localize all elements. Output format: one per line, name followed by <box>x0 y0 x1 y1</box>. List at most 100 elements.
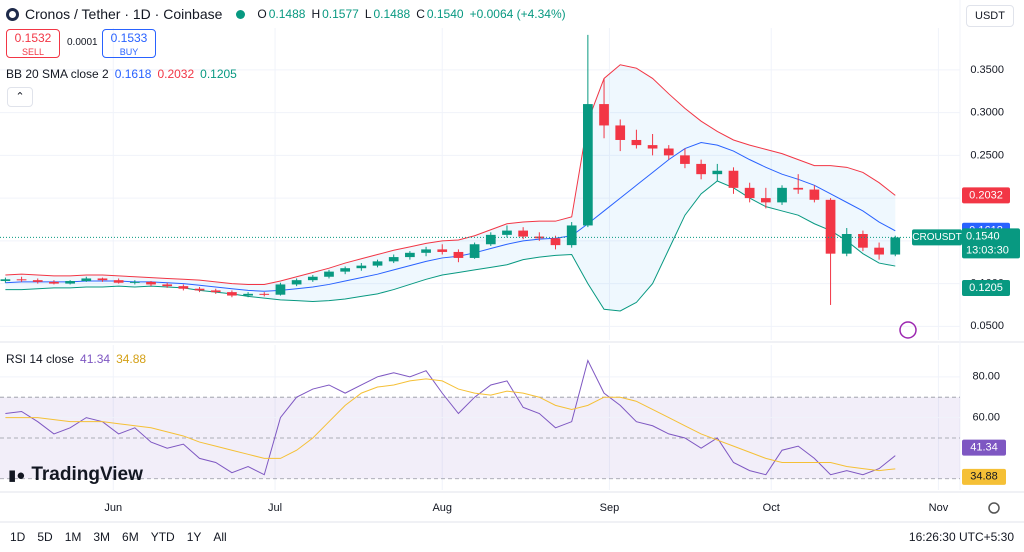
candle-body <box>113 280 124 283</box>
range-button[interactable]: 1D <box>10 530 26 544</box>
y-tick-label: 0.3500 <box>970 64 1004 76</box>
candle-body <box>680 155 690 164</box>
y-tick-label: 0.0500 <box>970 320 1004 332</box>
candle-body <box>194 288 205 291</box>
ohlc-value: 0.1488 <box>268 7 306 21</box>
candle-body <box>437 249 448 252</box>
candle-body <box>502 230 512 235</box>
brand-logo: ▮● <box>8 467 26 484</box>
candle-body <box>65 281 75 284</box>
y-tick-label: 60.00 <box>972 412 1000 424</box>
rsi-value: 41.34 <box>80 352 111 366</box>
clock: 16:26:30 UTC+5:30 <box>908 530 1014 544</box>
candle-body <box>793 187 804 190</box>
settings-icon <box>988 502 1000 514</box>
buy-price: 0.1533 <box>110 31 148 45</box>
candle-body <box>534 236 545 239</box>
symbol-tag: CROUSDT <box>912 232 961 243</box>
alert-icon <box>899 321 917 339</box>
candle-body <box>744 187 755 199</box>
candle-body <box>16 279 27 281</box>
candle-body <box>663 148 674 156</box>
candle-body <box>469 244 480 258</box>
range-button[interactable]: All <box>213 530 227 544</box>
candle-body <box>599 104 609 126</box>
candle-body <box>356 265 367 269</box>
bb-upper-tag-bg <box>962 187 1010 204</box>
rsi-tag: 41.34 <box>970 442 998 454</box>
rsi-ma-value: 34.88 <box>116 352 147 366</box>
candle-body <box>858 234 868 248</box>
bb-band <box>5 64 896 311</box>
candle-body <box>340 268 351 272</box>
bb-lower-value: 0.1205 <box>200 67 237 81</box>
candle-body <box>307 276 318 281</box>
rsi-label: RSI 14 close <box>6 352 75 366</box>
spread: 0.0001 <box>67 37 98 48</box>
range-button[interactable]: 5D <box>37 530 53 544</box>
collapse-button[interactable]: ⌃ <box>7 87 33 107</box>
x-tick-label: Sep <box>600 502 620 514</box>
currency-button[interactable]: USDT <box>966 5 1014 27</box>
x-tick-label: Jul <box>268 502 282 514</box>
ohlc-value: 0.1488 <box>373 7 411 21</box>
candle-body <box>275 284 286 295</box>
candle-body <box>518 230 528 237</box>
buy-label: BUY <box>119 47 139 57</box>
brand-name: TradingView <box>31 464 143 485</box>
rsi-line <box>5 359 896 476</box>
sell-button[interactable]: 0.1532 SELL <box>6 29 60 58</box>
bb-lower-tag: 0.1205 <box>969 282 1003 294</box>
ohlc-value: 0.1540 <box>426 7 464 21</box>
candle-body <box>162 284 173 287</box>
candle-body <box>760 198 771 203</box>
symbol-tag-bg <box>912 229 962 246</box>
price-tag-bg <box>962 228 1020 259</box>
rsi-line <box>5 378 896 472</box>
candle-body <box>324 271 334 277</box>
range-toolbar: 1D 5D 1M 3M 6M YTD 1Y All <box>10 530 227 544</box>
range-button[interactable]: 6M <box>122 530 139 544</box>
range-button[interactable]: YTD <box>150 530 175 544</box>
candle-body <box>97 278 108 281</box>
candle-body <box>696 163 706 175</box>
candle-body <box>421 249 431 253</box>
range-button[interactable]: 1Y <box>186 530 202 544</box>
candle-body <box>372 261 383 266</box>
candle-body <box>550 238 561 246</box>
brand: ▮● TradingView <box>8 464 143 486</box>
range-button[interactable]: 3M <box>93 530 111 544</box>
bb-line <box>5 64 896 285</box>
ohlc-key: C <box>416 7 425 21</box>
candle-body <box>0 279 11 282</box>
symbol-logo <box>6 7 19 21</box>
buy-button[interactable]: 0.1533 BUY <box>102 29 156 58</box>
symbol-header: Cronos / Tether · 1D · Coinbase O 0.1488 … <box>6 4 570 24</box>
ohlc-key: O <box>257 7 267 21</box>
ohlc-key: L <box>364 7 372 21</box>
candle-body <box>291 280 302 285</box>
candle-body <box>259 293 270 295</box>
bb-upper-value: 0.2032 <box>157 67 195 81</box>
market-status <box>236 9 246 19</box>
candle-body <box>129 281 140 283</box>
candle-body <box>81 278 92 282</box>
candle-body <box>615 125 626 140</box>
candle-body <box>178 286 189 289</box>
range-button[interactable]: 1M <box>64 530 82 544</box>
price-tag: 0.1540 <box>966 230 1000 242</box>
symbol-title: Cronos / Tether · 1D · Coinbase <box>25 6 223 22</box>
bb-legend: BB 20 SMA close 2 0.1618 0.2032 0.1205 <box>6 67 237 81</box>
rsi-legend: RSI 14 close 41.34 34.88 <box>6 352 146 366</box>
candle-body <box>890 237 901 255</box>
candle-body <box>874 247 884 255</box>
candle-body <box>243 293 253 296</box>
candle-body <box>210 290 221 293</box>
ohlc-key: H <box>311 7 321 21</box>
rsi-tag: 34.88 <box>970 471 998 483</box>
y-tick-label: 0.3000 <box>970 107 1004 119</box>
bb-label: BB 20 SMA close 2 <box>6 67 109 81</box>
sell-price: 0.1532 <box>14 31 52 45</box>
ohlc-value: 0.1577 <box>322 7 359 21</box>
